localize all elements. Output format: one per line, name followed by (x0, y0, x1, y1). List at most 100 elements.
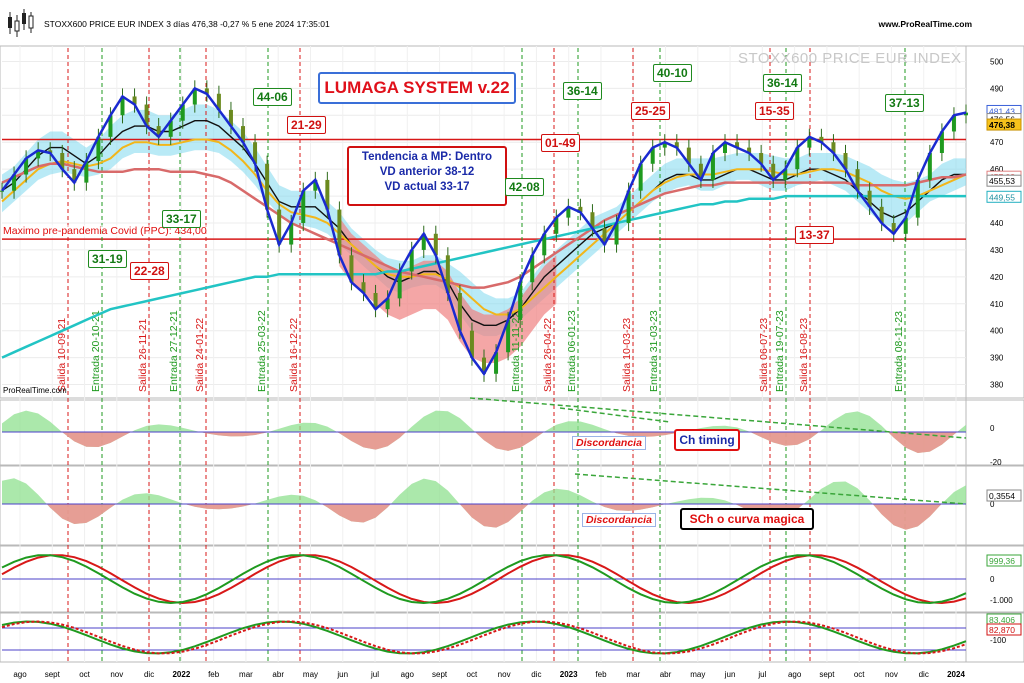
candle-body (698, 163, 703, 180)
panel3-green-line (1, 554, 967, 605)
panel-tick-label: -100 (990, 636, 1007, 645)
x-tick-label: dic (531, 670, 541, 679)
panel-value-label: 83,406 (989, 615, 1015, 625)
panel-value-badge (986, 554, 1022, 567)
x-tick-label: may (303, 670, 318, 679)
candle-body (951, 115, 956, 132)
x-tick-label: 2022 (172, 670, 190, 679)
x-tick-label: 2023 (560, 670, 578, 679)
y-tick-label: 460 (990, 165, 1004, 174)
candle-body (494, 352, 499, 374)
candle-body (253, 142, 258, 164)
x-tick-label: nov (498, 670, 511, 679)
candle-body (843, 153, 848, 170)
count-label: 21-29 (287, 116, 326, 134)
x-tick-label: ago (13, 670, 27, 679)
candle-body (735, 142, 740, 148)
x-tick-label: feb (208, 670, 220, 679)
signal-label: Salida 06-07-23 (758, 318, 770, 392)
price-line (0, 86, 967, 377)
current-value-badge (986, 174, 1022, 187)
panel-value-label: 0,3554 (989, 491, 1015, 501)
candle-body (349, 255, 354, 283)
candle-body (626, 190, 631, 223)
candle-body (180, 104, 185, 121)
x-tick-label: sept (819, 670, 835, 679)
y-tick-label: 420 (990, 273, 1004, 282)
candle-body (747, 147, 752, 153)
candle-body (397, 271, 402, 299)
candle-body (542, 233, 547, 256)
signal-label: Salida 24-01-22 (194, 318, 206, 392)
signal-label: Entrada 25-03-22 (256, 310, 268, 392)
chart-watermark: STOXX600 PRICE EUR INDEX (738, 50, 962, 67)
candle-body (0, 190, 4, 192)
count-label: 25-25 (631, 102, 670, 120)
candle-body (60, 153, 65, 170)
candle-body (445, 255, 450, 293)
candle-body (686, 147, 691, 164)
signal-label: Salida 10-03-23 (621, 318, 633, 392)
candle-body (168, 120, 173, 137)
ch-trendline (469, 397, 967, 439)
candle-body (590, 212, 595, 229)
candle-body (831, 142, 836, 153)
count-label: 15-35 (755, 102, 794, 120)
site-url[interactable]: www.ProRealTime.com (878, 19, 972, 29)
signal-label: Salida 26-04-22 (542, 318, 554, 392)
candle-body (939, 131, 944, 153)
y-tick-label: 430 (990, 246, 1004, 255)
candle-body (807, 136, 812, 148)
count-label: 44-06 (253, 88, 292, 106)
current-value-label: 476,38 (989, 120, 1015, 130)
candle-body (433, 233, 438, 256)
candle-body (602, 228, 607, 245)
panel-value-badge (986, 623, 1022, 636)
candle-body (482, 357, 486, 374)
x-tick-label: jun (724, 670, 736, 679)
current-value-badge (986, 190, 1022, 203)
candle-body (132, 96, 137, 105)
current-value-label: 449,55 (989, 192, 1015, 202)
ch-trendline-2 (559, 407, 671, 423)
candle-body (12, 174, 17, 191)
panel-tick-label: 0 (990, 500, 995, 509)
signal-label: Entrada 27-12-21 (168, 310, 180, 392)
x-tick-label: nov (110, 670, 123, 679)
indicator-panel-frame-3 (0, 612, 1024, 663)
signal-label: Entrada 19-07-23 (774, 310, 786, 392)
chart-title: STOXX600 PRICE EUR INDEX 3 días 476,38 -… (44, 19, 330, 29)
candle-body (385, 298, 390, 310)
ch-timing-label: Ch timing (674, 429, 740, 451)
candle-body (855, 169, 860, 191)
sch-label: SCh o curva magica (680, 508, 814, 530)
candle-body (879, 206, 884, 223)
signal-label: Salida 10-09-21 (56, 318, 68, 392)
panel-tick-label: 0 (990, 575, 995, 584)
count-label: 36-14 (563, 82, 602, 100)
sch-area-neg (2, 504, 966, 530)
count-label: 37-13 (885, 94, 924, 112)
candle-body (409, 249, 414, 272)
y-tick-label: 400 (990, 327, 1004, 336)
candle-body (337, 209, 342, 256)
x-tick-label: jul (370, 670, 379, 679)
candle-body (819, 136, 824, 143)
chart-header: STOXX600 PRICE EUR INDEX 3 días 476,38 -… (0, 0, 1024, 46)
candle-body (72, 169, 77, 183)
panel-tick-label: 0 (990, 424, 995, 433)
sch-trendline (574, 473, 967, 505)
candle-body (723, 142, 727, 153)
candle-body (518, 282, 523, 320)
candle-body (783, 169, 788, 180)
signal-label: Entrada 06-01-23 (566, 310, 578, 392)
trend-box: Tendencia a MP: Dentro VD anterior 38-12… (347, 146, 507, 206)
panel-value-label: 82,870 (989, 625, 1015, 635)
series-ma_long (1, 194, 966, 359)
discordancia-label-2: Discordancia (582, 513, 656, 527)
signal-label: Salida 16-12-22 (288, 318, 300, 392)
x-tick-label: nov (885, 670, 898, 679)
x-tick-label: ago (788, 670, 802, 679)
candle-body (204, 88, 209, 94)
